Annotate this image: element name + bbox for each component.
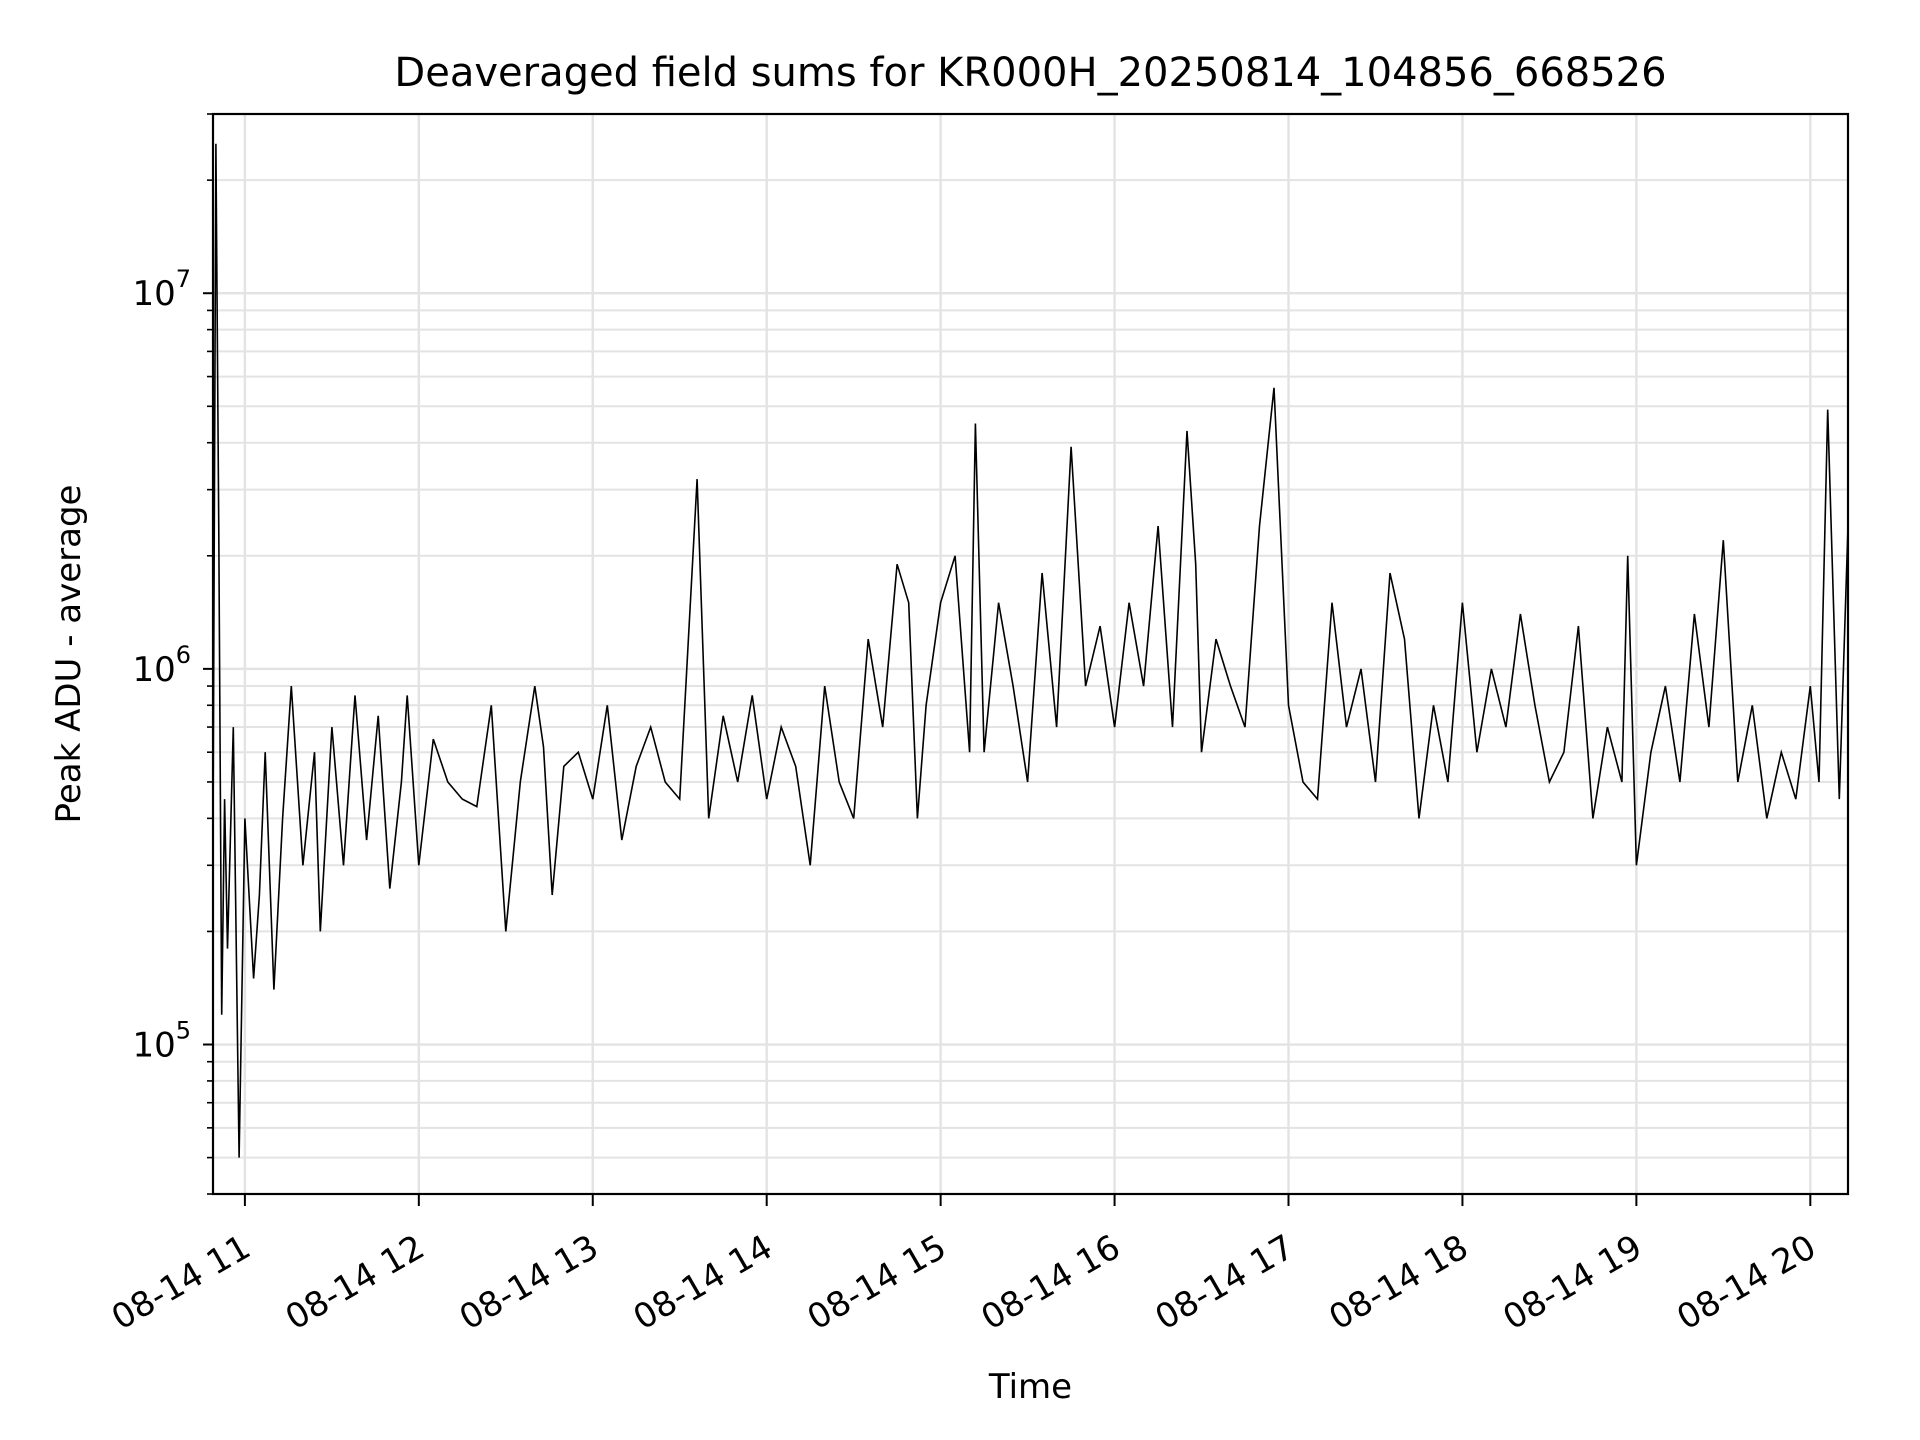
y-tick-label: 106: [132, 641, 191, 690]
grid-major: [213, 114, 1848, 1194]
series-layer: [212, 143, 1849, 1158]
plot-frame: [211, 112, 1850, 1196]
y-axis-label: Peak ADU - average: [49, 485, 89, 824]
series-line: [212, 143, 1849, 1158]
y-tick-labels: 105 106 107: [132, 265, 191, 1065]
x-axis-label: Time: [988, 1367, 1072, 1407]
grid-minor: [213, 113, 1848, 1195]
y-tick-label: 105: [132, 1017, 191, 1066]
y-tick-label: 107: [132, 265, 191, 314]
chart-title: Deaveraged field sums for KR000H_2025081…: [394, 50, 1666, 96]
axis-ticks: [203, 113, 1812, 1206]
